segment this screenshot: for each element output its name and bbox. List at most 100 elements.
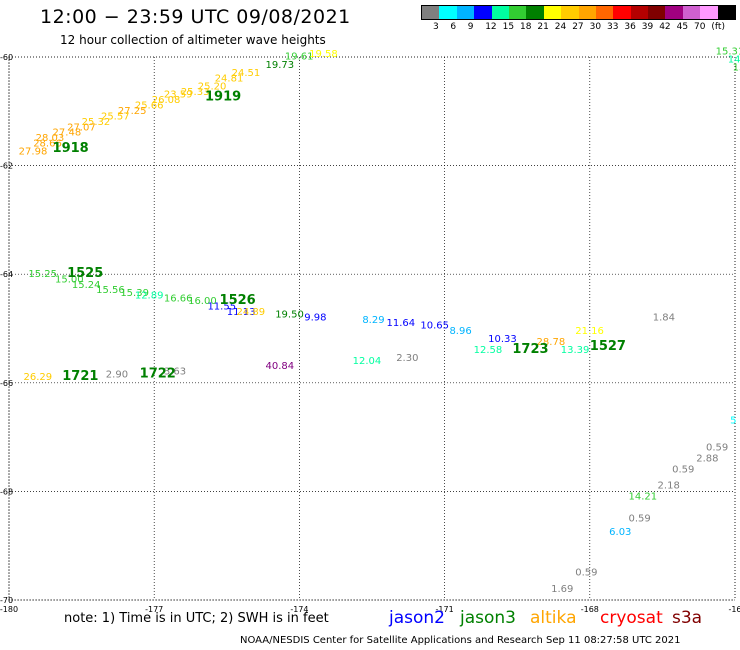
wave-height-value: 14.64 (728, 54, 740, 65)
wave-height-value: 0.59 (706, 443, 728, 454)
wave-height-value: 27.25 (118, 106, 147, 117)
wave-height-value: 9.98 (304, 312, 326, 323)
legend-swatch (543, 6, 562, 19)
map-subtitle: 12 hour collection of altimeter wave hei… (60, 33, 326, 47)
legend-label: 9 (467, 22, 474, 32)
pass-time-label: 1526 (220, 293, 256, 308)
legend-swatch (439, 6, 457, 19)
wave-height-value: 12.89 (135, 291, 164, 302)
wave-height-value: 12.04 (353, 356, 382, 367)
legend-swatch (508, 6, 527, 19)
wave-height-value: 28.78 (537, 337, 566, 348)
legend-swatch (630, 6, 649, 19)
wave-height-value: 28.03 (36, 133, 65, 144)
legend-swatch (700, 6, 718, 19)
legend-label: 70 (694, 22, 706, 32)
latitude-tick-label: -64 (0, 270, 13, 279)
wave-height-value: 19.50 (275, 310, 304, 321)
wave-height-value: 15.25 (28, 269, 57, 280)
legend-label: 27 (572, 22, 584, 32)
wave-height-value: 26.08 (152, 95, 181, 106)
legend-label: 33 (607, 22, 619, 32)
latitude-tick-label: -60 (0, 53, 13, 62)
legend-swatch (561, 6, 579, 19)
pass-time-labels: 1919191815251526172315271721172213 (53, 43, 740, 384)
wave-height-value: 27.07 (67, 122, 96, 133)
legend-label: 39 (641, 22, 654, 32)
legend-label: 36 (624, 22, 636, 32)
wave-height-value: 25.32 (82, 117, 111, 128)
legend-swatch (665, 6, 683, 19)
longitude-tick-label: -168 (581, 605, 599, 614)
legend-label: 42 (659, 22, 671, 32)
wave-height-value: 25.66 (135, 101, 164, 112)
wave-height-value: 15.39 (120, 288, 149, 299)
wave-height-value: 25.20 (198, 82, 227, 93)
pass-time-label: 1919 (205, 89, 241, 104)
legend-label: 21 (537, 22, 549, 32)
legend-swatch (422, 6, 440, 19)
wave-height-value: 13.39 (561, 345, 590, 356)
axis-ticks: -60 -62 -64 -66 -68 -70-180 -177 -174 -171 -168 -1… (0, 53, 740, 614)
legend-label: 45 (676, 22, 689, 32)
wave-height-value: 24.81 (215, 73, 244, 84)
wave-height-value: 8.96 (449, 326, 471, 337)
longitude-tick-label: -16 (728, 605, 740, 614)
wave-height-value: 15.31 (716, 46, 740, 57)
wave-height-value: 0.59 (672, 464, 694, 475)
wave-height-value: 2.90 (106, 369, 128, 380)
wave-height-value: 2.18 (658, 481, 680, 492)
longitude-tick-label: -171 (436, 605, 454, 614)
wave-height-value: 8.29 (362, 315, 384, 326)
wave-height-value: 1.84 (653, 312, 675, 323)
legend-label: 24 (554, 22, 567, 32)
wave-height-value: 1.69 (551, 584, 573, 595)
legend-label: 3 (433, 22, 439, 32)
legend-swatch (648, 6, 666, 19)
wave-height-value: 40.84 (266, 361, 295, 372)
pass-time-label: 1527 (590, 339, 626, 354)
wave-height-value: 27.98 (19, 147, 48, 158)
wave-height-value: 26.29 (24, 372, 53, 383)
legend-swatches (421, 5, 737, 20)
legend-label: 15 (502, 22, 515, 32)
legend-swatch (595, 6, 614, 19)
pass-time-label: 1721 (62, 369, 98, 384)
legend-label: (ft) (711, 22, 725, 32)
latitude-tick-label: -62 (0, 162, 13, 171)
legend-label: 12 (485, 22, 497, 32)
legend-labels: 3 6 9 12 15 18 21 24 27 30 33 36 39 42 45 70 (ft) (421, 20, 736, 32)
units-note: note: 1) Time is in UTC; 2) SWH is in fe… (64, 611, 329, 626)
wave-height-value: 11.55 (207, 301, 236, 312)
legend-swatch (491, 6, 509, 19)
pass-time-label: 1918 (53, 141, 89, 156)
wave-height-value: 6.03 (609, 527, 631, 538)
wave-height-value: 16.66 (164, 293, 193, 304)
wave-height-value: 0.59 (575, 568, 597, 579)
wave-height-value: 3.63 (164, 367, 186, 378)
latitude-tick-label: -68 (0, 487, 13, 496)
wave-height-value: 19.73 (266, 60, 295, 71)
wave-height-value: 25.57 (101, 111, 130, 122)
wave-height-value: 14.21 (629, 492, 658, 503)
wave-height-value: 21.16 (575, 326, 604, 337)
wave-height-value: 12.58 (474, 345, 503, 356)
wave-height-value: 15.24 (72, 280, 101, 291)
credit-line: NOAA/NESDIS Center for Satellite Applica… (240, 635, 681, 646)
legend-label: 6 (450, 22, 457, 32)
longitude-tick-label: -177 (145, 605, 163, 614)
legend-swatch (474, 6, 492, 19)
wave-height-value: 27.48 (53, 128, 82, 139)
wave-height-value: 13.71 (733, 63, 740, 74)
wave-height-value: 28.66 (33, 139, 62, 150)
wave-height-value: 11.64 (387, 318, 416, 329)
satellite-label-jason3: jason3 (460, 608, 516, 628)
satellite-label-s3a: s3a (672, 608, 703, 628)
wave-height-value: 16.00 (188, 296, 217, 307)
pass-time-label: 1525 (67, 266, 103, 281)
wave-height-value: 2.30 (396, 353, 418, 364)
wave-height-value: 19.61 (285, 52, 314, 63)
wave-height-value: 5 (730, 416, 736, 427)
